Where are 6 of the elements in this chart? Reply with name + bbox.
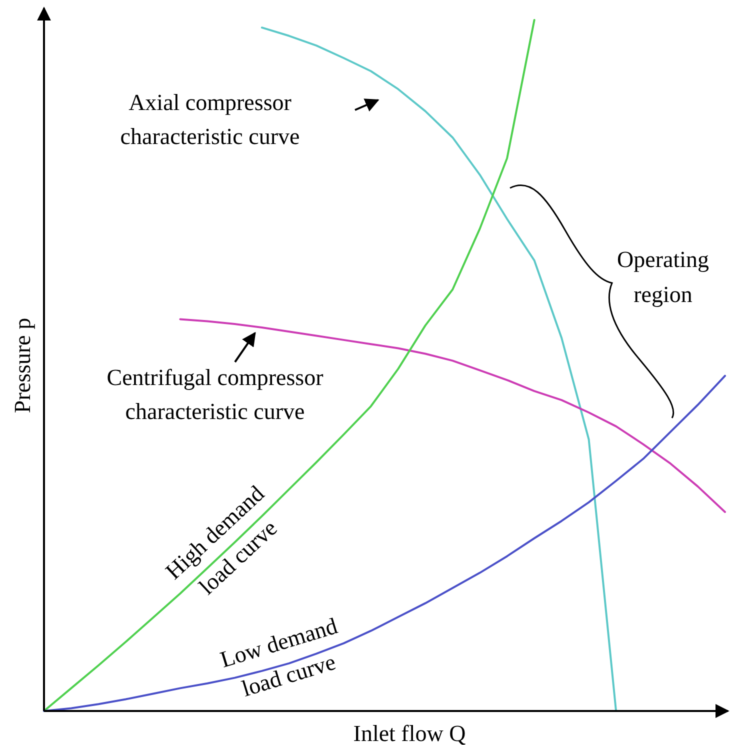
y-axis-title: Pressure p bbox=[10, 318, 35, 414]
series-label: Centrifugal compressor characteristic curve bbox=[106, 365, 324, 424]
text: Axial compressor characteristic curve bbox=[120, 90, 300, 149]
annotation: Operating region bbox=[617, 247, 710, 307]
text: Low demand load curve bbox=[217, 613, 341, 702]
x-axis-title: Inlet flow Q bbox=[353, 721, 466, 745]
